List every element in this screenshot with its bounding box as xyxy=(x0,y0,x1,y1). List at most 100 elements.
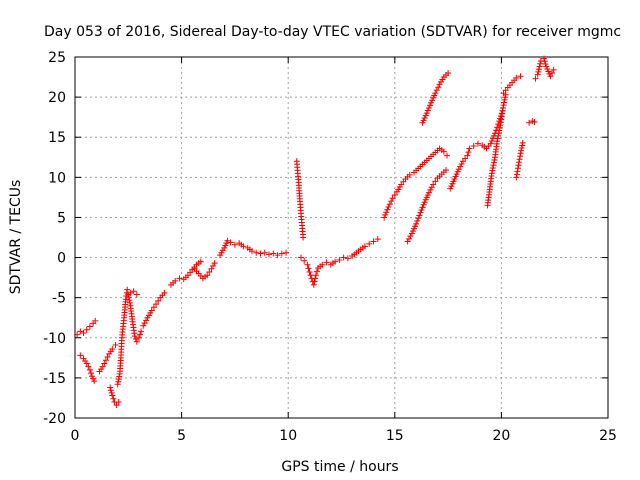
x-tick-label: 15 xyxy=(386,428,404,444)
data-point xyxy=(366,240,373,247)
data-point xyxy=(227,239,234,246)
data-point xyxy=(99,363,106,370)
data-point xyxy=(501,99,508,106)
data-point xyxy=(307,272,314,279)
data-point xyxy=(310,281,317,288)
data-point xyxy=(440,148,447,155)
data-point xyxy=(297,254,304,261)
data-point xyxy=(92,317,99,324)
data-point xyxy=(427,186,434,193)
data-point xyxy=(115,376,122,383)
data-point xyxy=(274,252,281,259)
data-point xyxy=(414,218,421,225)
data-point xyxy=(323,259,330,266)
y-tick-label: 10 xyxy=(48,170,66,186)
data-point xyxy=(514,168,521,175)
data-point xyxy=(138,328,145,335)
data-point xyxy=(488,138,495,145)
data-point xyxy=(115,398,122,405)
data-point xyxy=(137,331,144,338)
data-point xyxy=(518,145,525,152)
data-point xyxy=(87,370,94,377)
data-point xyxy=(313,268,320,275)
data-point xyxy=(464,152,471,159)
data-point xyxy=(424,107,431,114)
data-point xyxy=(549,70,556,77)
data-point xyxy=(426,102,433,109)
data-point xyxy=(140,322,147,329)
data-point xyxy=(312,275,319,282)
data-point xyxy=(116,373,123,380)
data-point xyxy=(374,236,381,243)
data-point xyxy=(340,254,347,261)
data-point xyxy=(515,162,522,169)
data-point xyxy=(172,277,179,284)
x-tick-label: 25 xyxy=(599,428,617,444)
x-tick-label: 10 xyxy=(279,428,297,444)
data-point xyxy=(455,166,462,173)
data-point xyxy=(344,255,351,262)
data-point xyxy=(112,341,119,348)
data-point xyxy=(489,164,496,171)
data-point xyxy=(109,392,116,399)
data-point xyxy=(224,237,231,244)
data-point xyxy=(425,104,432,111)
data-point xyxy=(517,153,524,160)
data-point xyxy=(383,209,390,216)
data-point xyxy=(516,156,523,163)
data-point xyxy=(417,209,424,216)
x-tick-label: 20 xyxy=(492,428,510,444)
data-point xyxy=(547,73,554,80)
data-point xyxy=(542,60,549,67)
data-point xyxy=(131,333,138,340)
data-point xyxy=(107,384,114,391)
data-point xyxy=(406,235,413,242)
data-point xyxy=(85,363,92,370)
data-point xyxy=(130,288,137,295)
data-point xyxy=(413,220,420,227)
data-point xyxy=(141,320,148,327)
data-point xyxy=(370,238,377,245)
data-point xyxy=(150,304,157,311)
x-axis-label: GPS time / hours xyxy=(281,459,398,475)
y-tick-label: 5 xyxy=(57,210,66,226)
data-point xyxy=(496,127,503,134)
data-point xyxy=(161,289,168,296)
y-tick-label: -15 xyxy=(43,371,66,387)
data-point xyxy=(386,201,393,208)
data-point xyxy=(91,378,98,385)
data-point xyxy=(270,250,277,257)
data-point xyxy=(425,189,432,196)
grid xyxy=(75,57,608,418)
data-point xyxy=(132,335,139,342)
data-point xyxy=(278,250,285,257)
data-point xyxy=(418,207,425,214)
data-point xyxy=(444,152,451,159)
data-point xyxy=(127,289,134,296)
data-point xyxy=(457,163,464,170)
data-point xyxy=(494,135,501,142)
data-point xyxy=(231,241,238,248)
data-point xyxy=(534,71,541,78)
data-point xyxy=(312,272,319,279)
axis-ticks: 0 5 10 15 20 25 -20 -15 -10 -5 0 5 10 15 20 25 xyxy=(43,50,617,444)
data-point xyxy=(430,181,437,188)
data-point xyxy=(381,214,388,221)
data-point xyxy=(113,402,120,409)
y-axis-label: SDTVAR / TECUs xyxy=(8,180,24,295)
data-point xyxy=(389,195,396,202)
data-point xyxy=(104,354,111,361)
data-point xyxy=(108,389,115,396)
data-point xyxy=(432,90,439,97)
y-tick-label: -5 xyxy=(52,291,66,307)
data-point xyxy=(211,260,218,267)
data-point xyxy=(83,360,90,367)
data-point xyxy=(176,275,183,282)
data-point xyxy=(204,272,211,279)
data-point xyxy=(532,75,539,82)
data-point xyxy=(535,68,542,75)
data-point xyxy=(496,124,503,131)
data-point xyxy=(541,58,548,65)
data-point xyxy=(474,140,481,147)
data-points xyxy=(74,55,557,409)
